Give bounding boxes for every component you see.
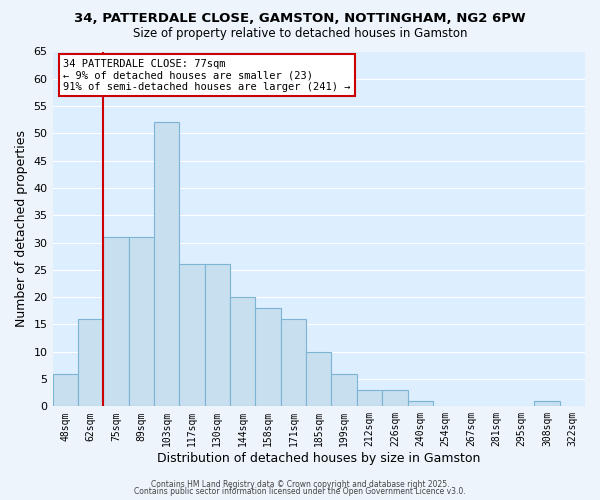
- Text: 34, PATTERDALE CLOSE, GAMSTON, NOTTINGHAM, NG2 6PW: 34, PATTERDALE CLOSE, GAMSTON, NOTTINGHA…: [74, 12, 526, 26]
- Bar: [103, 237, 128, 406]
- Bar: [53, 374, 78, 406]
- Bar: [128, 237, 154, 406]
- Bar: [78, 319, 103, 406]
- Text: 34 PATTERDALE CLOSE: 77sqm
← 9% of detached houses are smaller (23)
91% of semi-: 34 PATTERDALE CLOSE: 77sqm ← 9% of detac…: [63, 58, 350, 92]
- Text: Size of property relative to detached houses in Gamston: Size of property relative to detached ho…: [133, 28, 467, 40]
- Y-axis label: Number of detached properties: Number of detached properties: [15, 130, 28, 328]
- Bar: [205, 264, 230, 406]
- Bar: [382, 390, 407, 406]
- Bar: [331, 374, 357, 406]
- Bar: [281, 319, 306, 406]
- Bar: [534, 401, 560, 406]
- Text: Contains HM Land Registry data © Crown copyright and database right 2025.: Contains HM Land Registry data © Crown c…: [151, 480, 449, 489]
- Bar: [256, 308, 281, 406]
- Bar: [154, 122, 179, 406]
- Bar: [407, 401, 433, 406]
- Bar: [179, 264, 205, 406]
- X-axis label: Distribution of detached houses by size in Gamston: Distribution of detached houses by size …: [157, 452, 481, 465]
- Bar: [230, 297, 256, 406]
- Text: Contains public sector information licensed under the Open Government Licence v3: Contains public sector information licen…: [134, 488, 466, 496]
- Bar: [357, 390, 382, 406]
- Bar: [306, 352, 331, 406]
